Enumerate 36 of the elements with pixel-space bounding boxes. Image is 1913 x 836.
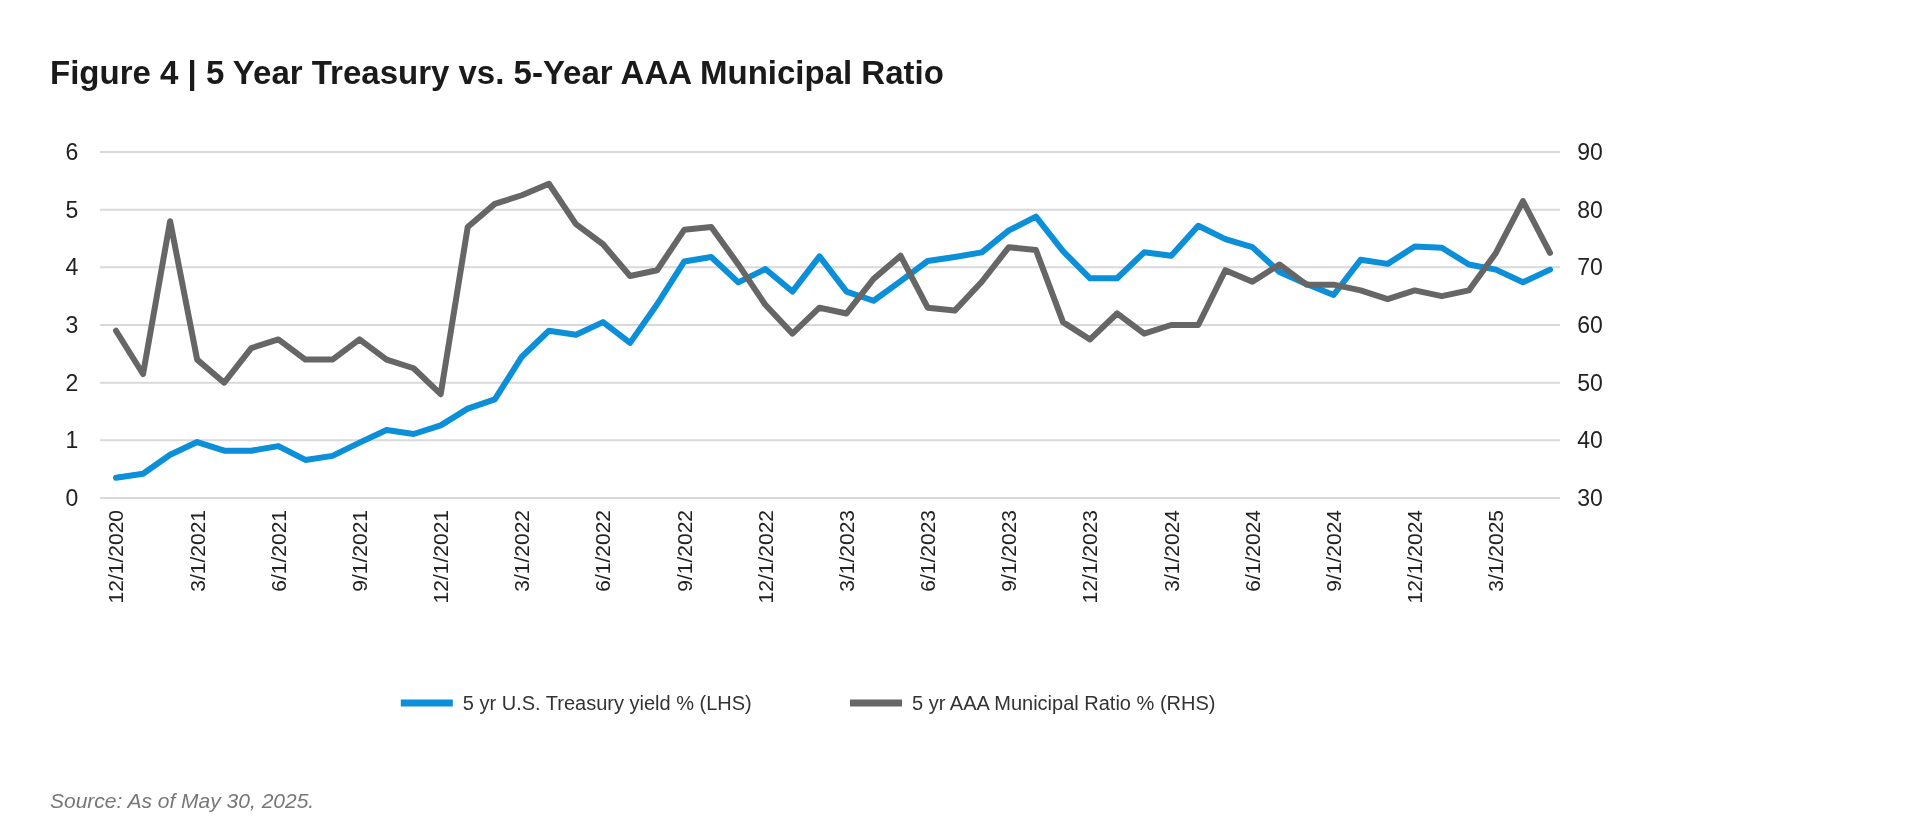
y-tick-label: 4 <box>65 254 79 281</box>
y2-tick-label: 40 <box>1577 427 1603 454</box>
y2-tick-label: 50 <box>1577 369 1603 396</box>
y2-tick-label: 80 <box>1577 196 1603 223</box>
x-tick-label: 12/1/2024 <box>1403 509 1427 604</box>
x-tick-label: 3/1/2022 <box>510 510 534 592</box>
y-tick-label: 5 <box>65 196 79 223</box>
x-tick-label: 9/1/2021 <box>347 510 371 592</box>
y2-tick-label: 30 <box>1577 485 1603 512</box>
x-tick-label: 12/1/2020 <box>104 510 128 604</box>
x-tick-label: 6/1/2023 <box>916 510 940 592</box>
y-tick-label: 0 <box>65 485 79 512</box>
x-tick-label: 6/1/2024 <box>1240 509 1264 592</box>
legend-label: 5 yr AAA Municipal Ratio % (RHS) <box>912 692 1216 714</box>
x-tick-label: 9/1/2024 <box>1321 509 1345 592</box>
x-tick-label: 12/1/2022 <box>753 510 777 604</box>
x-tick-label: 9/1/2023 <box>997 510 1021 592</box>
y2-tick-label: 60 <box>1577 312 1603 339</box>
y-tick-label: 6 <box>65 139 79 166</box>
legend-label: 5 yr U.S. Treasury yield % (LHS) <box>462 692 752 714</box>
y-tick-label: 3 <box>65 312 79 339</box>
x-tick-label: 12/1/2021 <box>429 510 453 604</box>
x-tick-label: 3/1/2021 <box>185 510 209 592</box>
x-tick-label: 3/1/2025 <box>1484 510 1508 592</box>
x-tick-label: 12/1/2023 <box>1078 510 1102 604</box>
x-tick-label: 3/1/2024 <box>1159 509 1183 592</box>
y-tick-label: 1 <box>65 427 79 454</box>
source-note: Source: As of May 30, 2025. <box>50 789 315 812</box>
y2-tick-label: 90 <box>1577 139 1603 166</box>
x-tick-label: 3/1/2023 <box>834 510 858 592</box>
x-tick-label: 6/1/2022 <box>591 510 615 592</box>
x-tick-label: 9/1/2022 <box>672 510 696 592</box>
chart-title: Figure 4 | 5 Year Treasury vs. 5-Year AAA Municipal Ratio <box>50 54 944 91</box>
y2-tick-label: 70 <box>1577 254 1603 281</box>
x-tick-label: 6/1/2021 <box>266 510 290 592</box>
y-tick-label: 2 <box>65 369 79 396</box>
